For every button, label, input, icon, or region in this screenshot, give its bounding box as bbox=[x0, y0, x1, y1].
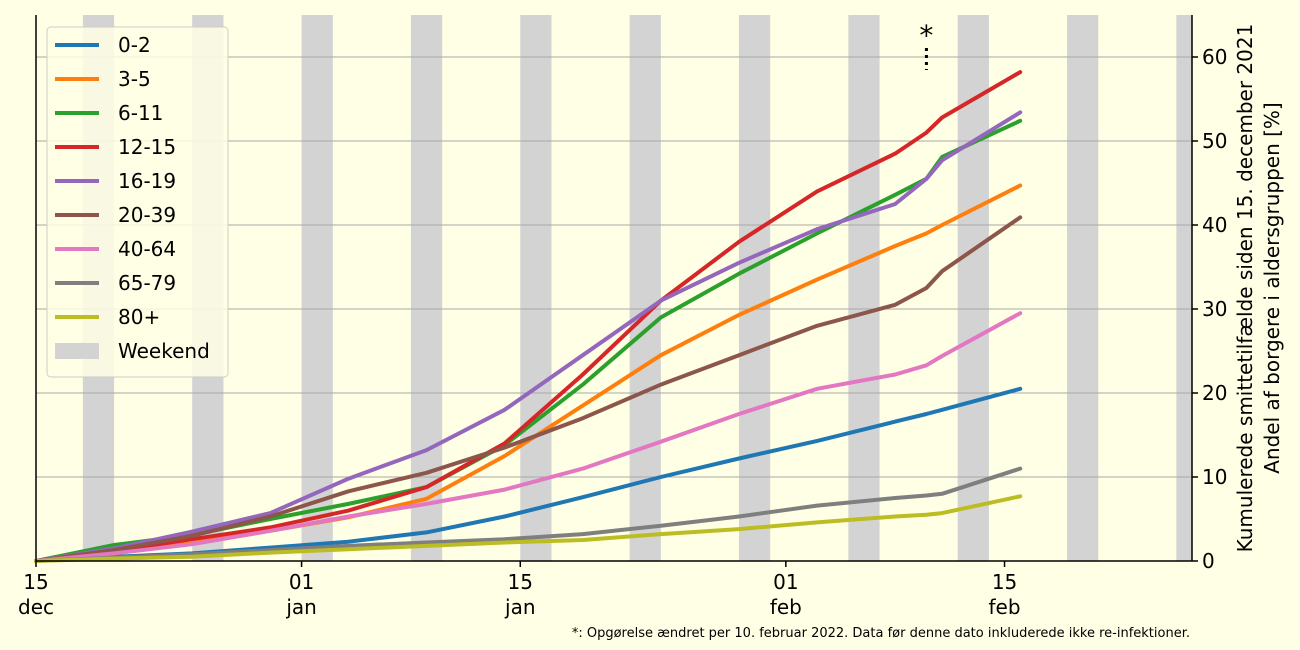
series-line-16-19 bbox=[34, 110, 1023, 563]
legend: 0-2 3-5 6-11 12-15 16-19 20-39 40-64 65-79 80+ We… bbox=[46, 26, 229, 378]
weekend-band bbox=[1176, 15, 1192, 561]
x-tick-label-bottom: jan bbox=[285, 595, 317, 619]
weekend-band bbox=[738, 15, 771, 561]
legend-label-weekend: Weekend bbox=[118, 339, 210, 363]
y-tick-label: 30 bbox=[1202, 297, 1227, 321]
weekend-band bbox=[1067, 15, 1099, 561]
legend-label-20-39: 20-39 bbox=[118, 203, 176, 227]
x-tick-label-bottom: dec bbox=[18, 595, 54, 619]
weekend-band bbox=[520, 15, 552, 561]
x-tick-label-top: 15 bbox=[508, 570, 533, 594]
legend-swatch-weekend bbox=[55, 343, 99, 359]
series-line-20-39 bbox=[34, 215, 1023, 563]
y-tick-label: 10 bbox=[1202, 465, 1227, 489]
weekend-bands bbox=[82, 15, 1192, 561]
y-tick-label: 50 bbox=[1202, 129, 1227, 153]
series-line-65-79 bbox=[34, 466, 1023, 563]
x-tick-label-top: 01 bbox=[289, 570, 314, 594]
series-lines bbox=[34, 70, 1023, 563]
series-line-40-64 bbox=[34, 311, 1023, 563]
legend-label-12-15: 12-15 bbox=[118, 135, 176, 159]
y-tick-labels: 0 10 20 30 40 50 60 bbox=[1192, 45, 1227, 573]
y-tick-label: 60 bbox=[1202, 45, 1227, 69]
y-axis-title-line: Kumulerede smittetilfælde siden 15. dece… bbox=[1233, 24, 1257, 553]
y-axis-title: Kumulerede smittetilfælde siden 15. dece… bbox=[1233, 24, 1284, 553]
x-tick-label-bottom: jan bbox=[504, 595, 536, 619]
x-tick-label-top: 15 bbox=[23, 570, 48, 594]
legend-label-3-5: 3-5 bbox=[118, 67, 151, 91]
x-tick-label-top: 15 bbox=[992, 570, 1017, 594]
legend-label-80+: 80+ bbox=[118, 305, 160, 329]
y-tick-label: 40 bbox=[1202, 213, 1227, 237]
x-tick-label-top: 01 bbox=[773, 570, 798, 594]
weekend-band bbox=[301, 15, 333, 561]
annotation-group: * bbox=[919, 19, 933, 70]
x-tick-label-bottom: feb bbox=[989, 595, 1021, 619]
annotation-star: * bbox=[919, 19, 933, 52]
y-gridlines bbox=[36, 56, 1192, 478]
legend-label-16-19: 16-19 bbox=[118, 169, 176, 193]
series-line-12-15 bbox=[34, 70, 1023, 563]
y-axis-title-line: Andel af borgere i aldersgruppen [%] bbox=[1260, 102, 1284, 473]
legend-label-65-79: 65-79 bbox=[118, 271, 176, 295]
axes bbox=[35, 15, 1193, 562]
legend-label-0-2: 0-2 bbox=[118, 33, 151, 57]
legend-label-6-11: 6-11 bbox=[118, 101, 163, 125]
y-tick-label: 0 bbox=[1202, 549, 1215, 573]
weekend-band bbox=[629, 15, 661, 561]
footnote: *: Opgørelse ændret per 10. februar 2022… bbox=[572, 626, 1190, 641]
x-tick-label-bottom: feb bbox=[770, 595, 802, 619]
series-line-80+ bbox=[34, 494, 1023, 563]
weekend-band bbox=[848, 15, 880, 561]
y-tick-label: 20 bbox=[1202, 381, 1227, 405]
legend-label-40-64: 40-64 bbox=[118, 237, 176, 261]
